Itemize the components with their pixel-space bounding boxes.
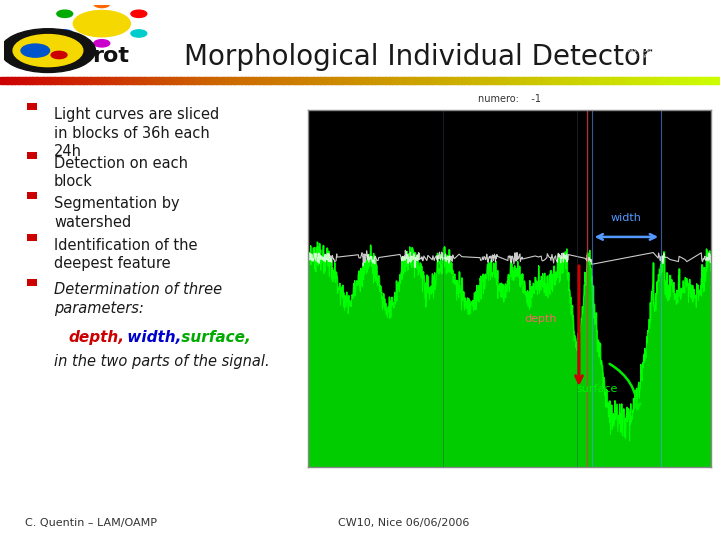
Text: Light curves are sliced
in blocks of 36h each
24h: Light curves are sliced in blocks of 36h… <box>54 107 220 159</box>
Text: Segmentation by
watershed: Segmentation by watershed <box>54 196 179 229</box>
Circle shape <box>131 10 147 17</box>
Circle shape <box>13 35 83 66</box>
Text: LAM: LAM <box>628 19 671 37</box>
Text: Identification of the
deepest feature: Identification of the deepest feature <box>54 238 197 271</box>
Text: width: width <box>611 213 642 223</box>
Text: Detection on each
block: Detection on each block <box>54 156 188 189</box>
Text: CW10, Nice 06/06/2006: CW10, Nice 06/06/2006 <box>338 518 469 528</box>
Text: surface,: surface, <box>176 330 251 346</box>
Text: in the two parts of the signal.: in the two parts of the signal. <box>54 354 269 369</box>
Circle shape <box>57 10 73 17</box>
Text: Determination of three
parameters:: Determination of three parameters: <box>54 282 222 316</box>
Circle shape <box>57 30 73 37</box>
Circle shape <box>131 30 147 37</box>
Text: depth: depth <box>524 314 557 324</box>
Text: _ □ X: _ □ X <box>665 73 691 84</box>
Circle shape <box>21 44 50 57</box>
Text: detection: detection <box>324 74 384 84</box>
Text: LABORATOIRE
D'ASTROPHYSIQUE
DE MARSEILLE: LABORATOIRE D'ASTROPHYSIQUE DE MARSEILLE <box>626 41 672 59</box>
Circle shape <box>94 1 109 8</box>
Text: rot: rot <box>92 46 130 66</box>
Text: numero:    -1: numero: -1 <box>478 94 541 104</box>
Circle shape <box>51 51 67 59</box>
Circle shape <box>73 10 130 37</box>
Text: C. Quentin – LAM/OAMP: C. Quentin – LAM/OAMP <box>25 518 157 528</box>
Text: Morphological Individual Detector: Morphological Individual Detector <box>184 43 652 71</box>
Text: surface: surface <box>577 383 618 394</box>
Circle shape <box>94 39 109 47</box>
Text: width,: width, <box>122 330 181 346</box>
Circle shape <box>1 29 96 72</box>
Text: depth,: depth, <box>68 330 125 346</box>
